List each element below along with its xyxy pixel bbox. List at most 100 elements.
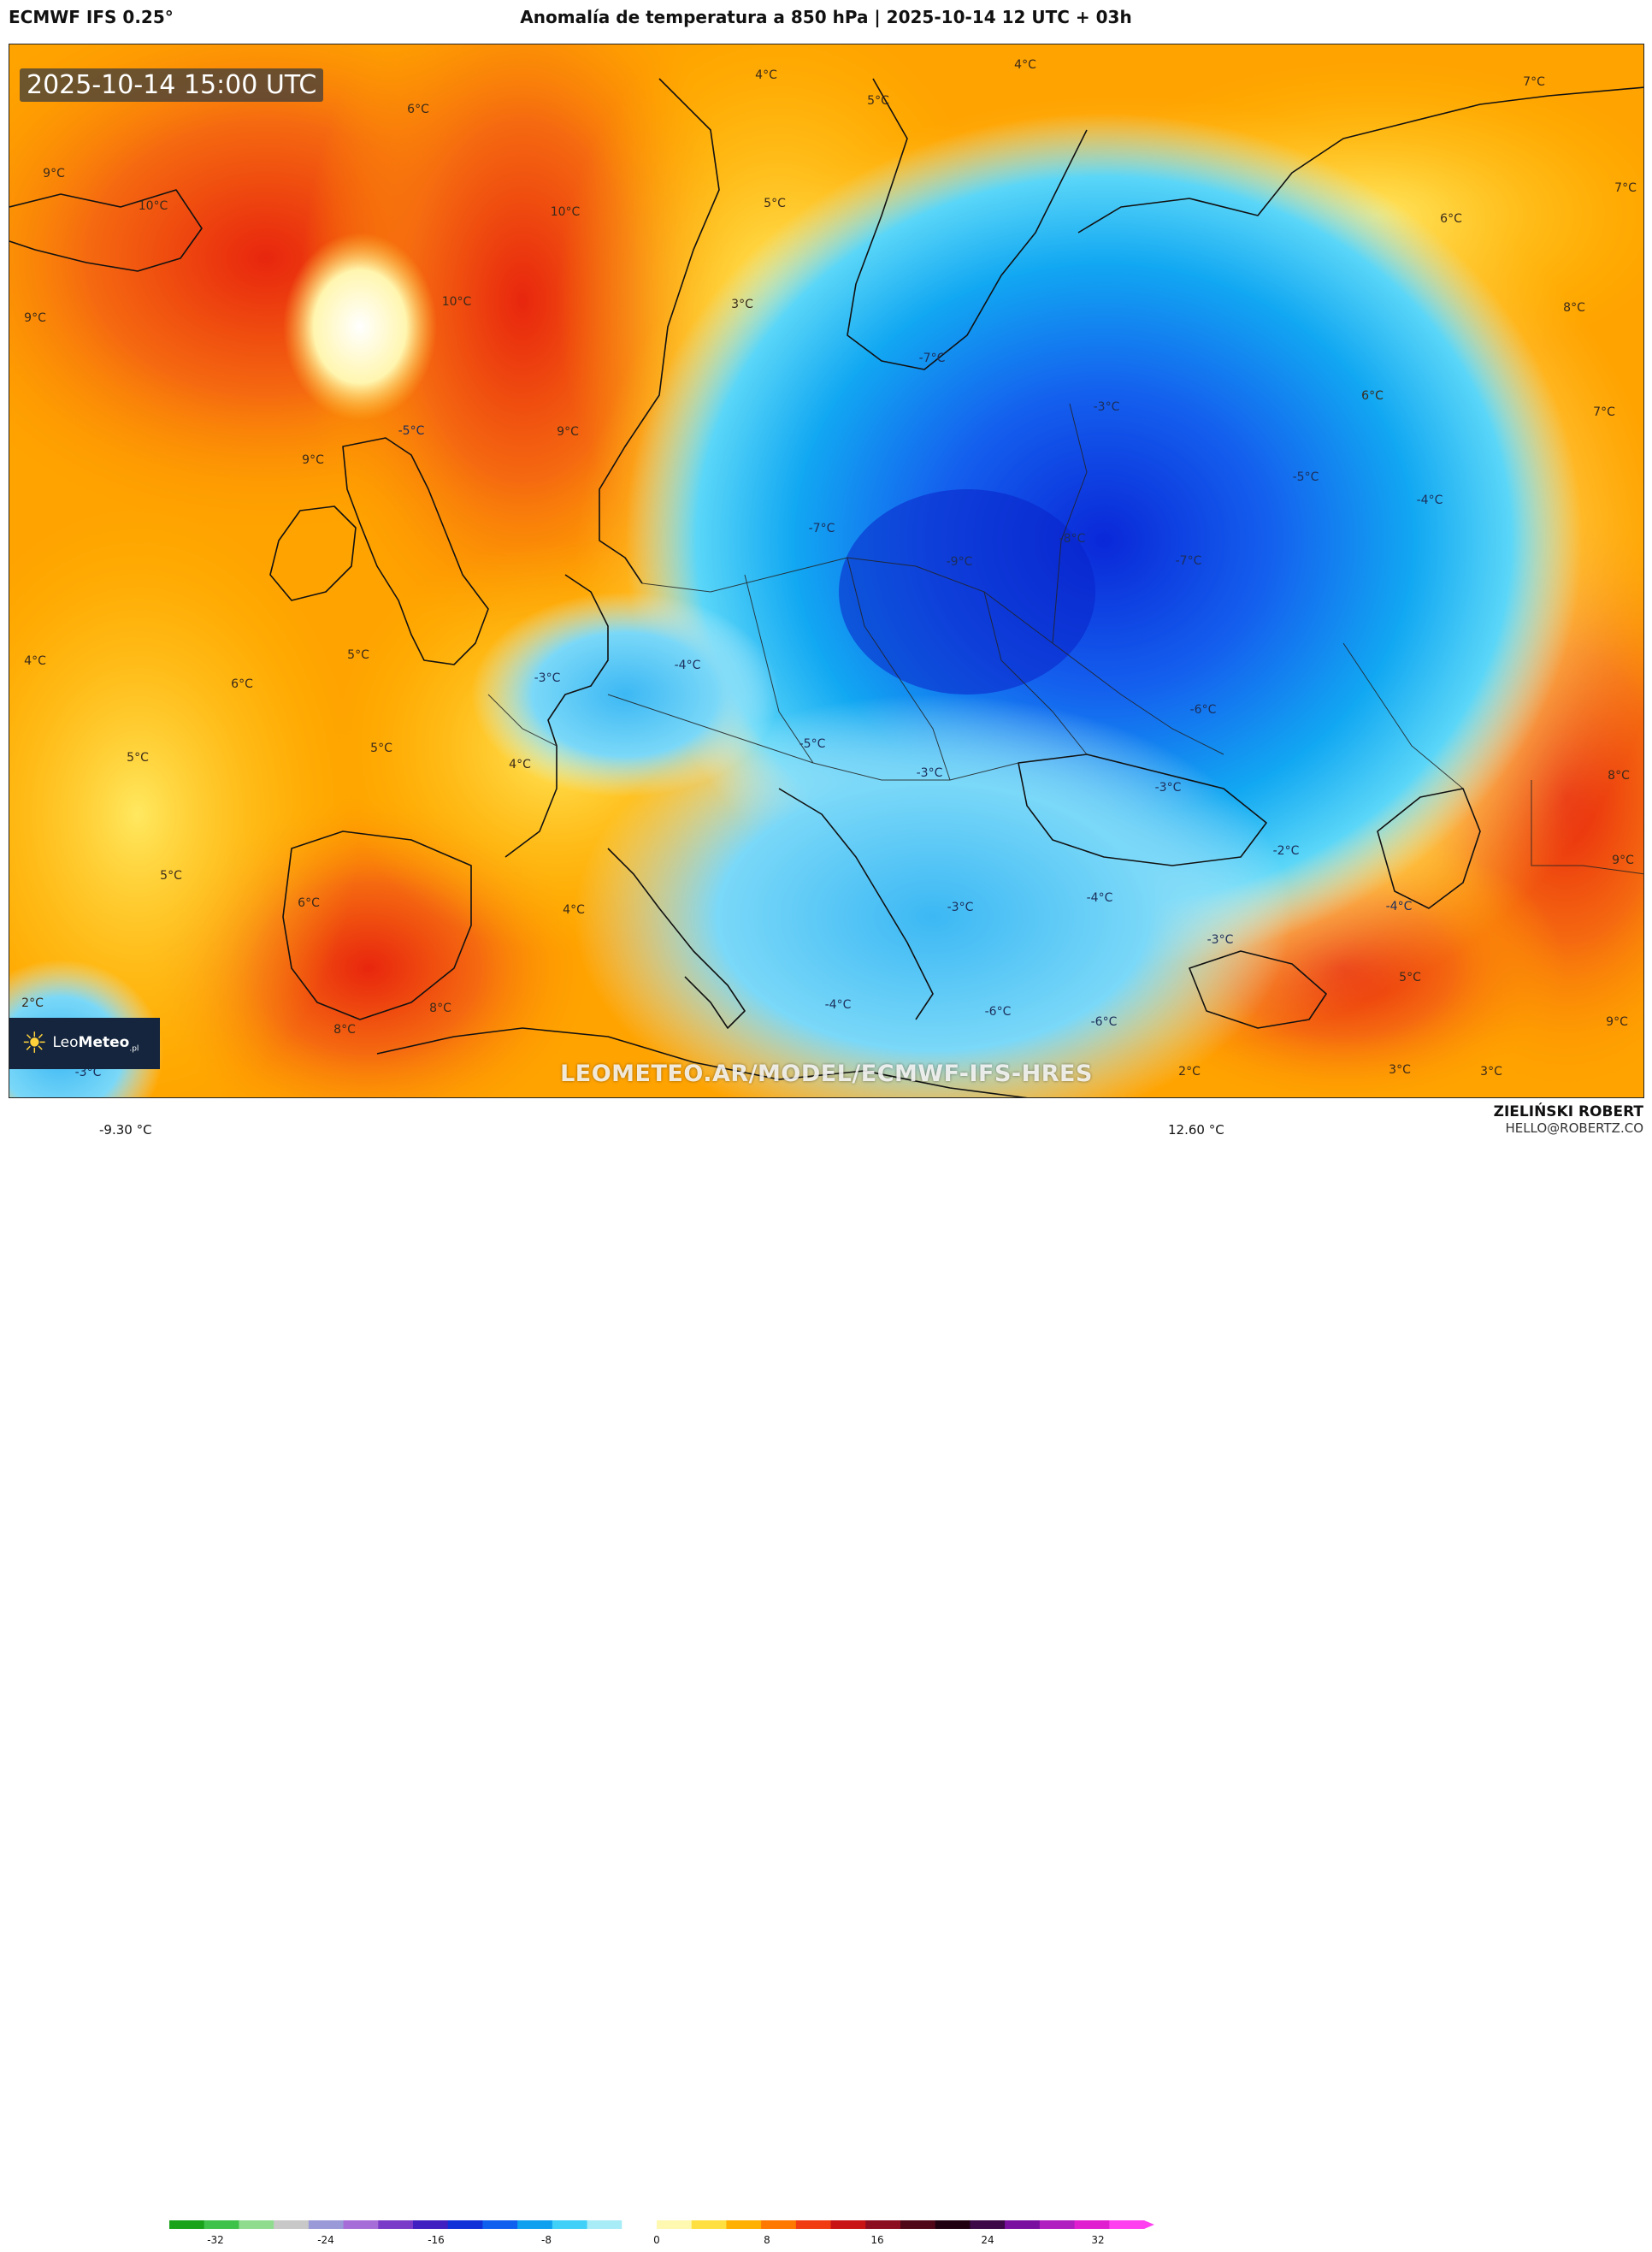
colorbar-tick-label: -24 <box>317 2234 334 2246</box>
temperature-label: 10°C <box>139 199 168 213</box>
colorbar-cell <box>343 2220 379 2229</box>
colorbar-cell <box>691 2220 727 2229</box>
author-email[interactable]: HELLO@ROBERTZ.CO <box>1505 1120 1643 1136</box>
color-legend: -9.30 °C -32 -24 -16 -8 0 8 16 24 32 12.60 °C <box>0 1103 1652 2246</box>
temperature-label: 2°C <box>21 996 44 1010</box>
temperature-label: 10°C <box>442 295 472 309</box>
colorbar-cell <box>1074 2220 1110 2229</box>
sun-icon: ☀ <box>21 1026 48 1061</box>
colorbar-tick-label: -16 <box>428 2234 445 2246</box>
temperature-label: 9°C <box>24 311 46 325</box>
temperature-label: 4°C <box>24 654 46 668</box>
colorbar-cell <box>274 2220 310 2229</box>
colorbar-tick-label: 0 <box>653 2234 660 2246</box>
colorbar-tick-label: 8 <box>764 2234 770 2246</box>
temperature-label: 9°C <box>302 453 324 467</box>
temperature-anomaly-map[interactable]: 6°C 4°C 5°C 4°C 7°C 9°C 10°C 10°C 5°C 7°C 9°C 10°C 3… <box>9 44 1644 1098</box>
colorbar-cell <box>239 2220 274 2229</box>
colorbar: -32 -24 -16 -8 0 8 16 24 32 <box>169 2220 1154 2246</box>
colorbar-cell <box>204 2220 239 2229</box>
colorbar-cell <box>413 2220 449 2229</box>
temperature-label: 9°C <box>557 425 579 439</box>
temperature-label: -4°C <box>1386 900 1413 913</box>
colorbar-tick-label: 24 <box>981 2234 994 2246</box>
colorbar-cell <box>935 2220 971 2229</box>
temperature-label: -6°C <box>985 1005 1012 1019</box>
colorbar-cell <box>970 2220 1006 2229</box>
temperature-label: -9°C <box>947 555 973 569</box>
colorbar-cell <box>482 2220 518 2229</box>
temperature-label: 10°C <box>551 205 581 219</box>
temperature-label: -4°C <box>825 998 852 1012</box>
author-credit: ZIELIŃSKI ROBERT HELLO@ROBERTZ.CO <box>1494 1103 1643 1136</box>
map-canvas: 6°C 4°C 5°C 4°C 7°C 9°C 10°C 10°C 5°C 7°C 9°C 10°C 3… <box>9 44 1643 1097</box>
logo-text: LeoMeteo.pl <box>52 1033 139 1054</box>
temperature-label: 8°C <box>1608 769 1630 783</box>
temperature-label: 9°C <box>43 167 65 180</box>
colorbar-cell <box>657 2220 693 2229</box>
temperature-label: -3°C <box>534 671 561 685</box>
temperature-label: 8°C <box>429 1002 451 1015</box>
temperature-label: -3°C <box>917 766 943 780</box>
temperature-label: -3°C <box>947 901 974 914</box>
colorbar-tick-label: -32 <box>207 2234 224 2246</box>
colorbar-cell <box>552 2220 588 2229</box>
temperature-label: -7°C <box>1176 554 1202 568</box>
temperature-label: 6°C <box>1440 212 1462 226</box>
source-watermark: LEOMETEO.AR/MODEL/ECMWF-IFS-HRES <box>560 1061 1093 1087</box>
colorbar-cell <box>587 2220 622 2229</box>
model-name: ECMWF IFS 0.25° <box>9 7 174 27</box>
temperature-label: 5°C <box>347 648 369 662</box>
temperature-label: 2°C <box>1178 1065 1201 1079</box>
temperature-label: 4°C <box>509 758 531 771</box>
author-name: ZIELIŃSKI ROBERT <box>1493 1103 1643 1120</box>
colorbar-cell <box>830 2220 866 2229</box>
temperature-label: 3°C <box>1480 1065 1502 1079</box>
temperature-label: 6°C <box>1361 389 1384 403</box>
colorbar-cell <box>900 2220 936 2229</box>
temperature-label: -3°C <box>1094 400 1120 414</box>
temperature-label: -7°C <box>919 352 946 365</box>
colorbar-tick-label: 32 <box>1091 2234 1104 2246</box>
temperature-label: 6°C <box>231 677 253 691</box>
temperature-label: 5°C <box>764 197 786 210</box>
temperature-label: 3°C <box>731 298 753 311</box>
colorbar-cell <box>169 2220 205 2229</box>
temperature-label: 5°C <box>1399 971 1421 984</box>
colorbar-cell <box>1109 2220 1145 2229</box>
map-title: Anomalía de temperatura a 850 hPa | 2025… <box>520 7 1132 27</box>
temperature-label: 7°C <box>1523 75 1545 89</box>
temperature-label: 5°C <box>370 742 392 755</box>
temperature-label: -4°C <box>1417 494 1443 507</box>
colorbar-cell <box>308 2220 345 2229</box>
legend-min-value: -9.30 °C <box>99 1122 152 1138</box>
temperature-label: -6°C <box>1091 1015 1118 1029</box>
temperature-label: -3°C <box>1155 781 1182 795</box>
temperature-label: 3°C <box>1389 1063 1411 1077</box>
temperature-label: 5°C <box>867 94 889 108</box>
legend-max-value: 12.60 °C <box>1168 1122 1224 1138</box>
valid-time-badge: 2025-10-14 15:00 UTC <box>20 68 324 102</box>
temperature-label: 4°C <box>563 903 585 917</box>
colorbar-tick-label: -8 <box>541 2234 552 2246</box>
temperature-label: 7°C <box>1614 181 1637 195</box>
colorbar-cell <box>761 2220 797 2229</box>
temperature-labels: 6°C 4°C 5°C 4°C 7°C 9°C 10°C 10°C 5°C 7°C 9°C 10°C 3… <box>21 58 1637 1079</box>
colorbar-cell <box>1005 2220 1041 2229</box>
temperature-label: 7°C <box>1593 405 1615 419</box>
colorbar-cell <box>447 2220 483 2229</box>
temperature-label: -4°C <box>1087 891 1113 905</box>
temperature-label: -5°C <box>799 737 826 751</box>
colorbar-cell <box>795 2220 832 2229</box>
colorbar-cell <box>726 2220 762 2229</box>
temperature-label: 8°C <box>333 1023 356 1037</box>
temperature-label: -8°C <box>1059 532 1086 546</box>
temperature-label: -7°C <box>809 522 835 535</box>
temperature-label: -2°C <box>1273 844 1300 858</box>
temperature-label: -3°C <box>75 1066 102 1079</box>
colorbar-cell <box>622 2220 658 2229</box>
colorbar-cell <box>517 2220 553 2229</box>
temperature-label: 5°C <box>127 751 149 765</box>
temperature-label: -4°C <box>675 659 701 672</box>
leometeo-logo[interactable]: ☀ LeoMeteo.pl <box>9 1018 160 1069</box>
